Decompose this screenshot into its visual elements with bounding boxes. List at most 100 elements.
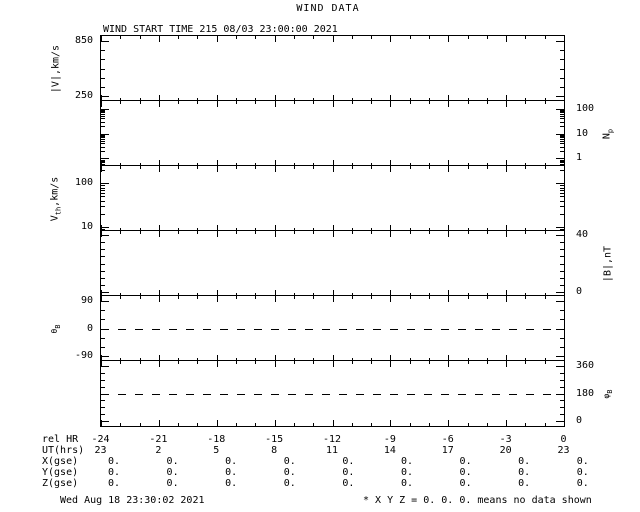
- x-tick: [467, 231, 469, 234]
- x-tick: [409, 101, 411, 104]
- x-tick: [120, 423, 122, 426]
- x-tick: [332, 225, 334, 231]
- x-tick: [332, 166, 334, 172]
- table-cell: 0.: [283, 467, 296, 478]
- x-tick: [255, 358, 257, 361]
- x-tick: [332, 420, 334, 426]
- x-tick: [120, 98, 122, 101]
- x-tick: [101, 95, 102, 101]
- x-tick: [178, 231, 180, 234]
- x-tick: [409, 358, 411, 361]
- x-tick: [351, 358, 353, 361]
- table-cell: 0.: [576, 478, 589, 489]
- x-tick: [506, 95, 508, 101]
- x-tick: [216, 420, 218, 426]
- x-tick: [101, 160, 102, 166]
- y-tick-label: 360: [576, 359, 595, 371]
- y-tick: [560, 68, 564, 70]
- x-tick: [255, 98, 257, 101]
- table-cell: -3: [499, 434, 512, 445]
- x-tick: [448, 296, 450, 302]
- x-tick: [506, 160, 508, 166]
- y-tick: [101, 108, 109, 110]
- x-tick: [216, 36, 218, 42]
- x-tick: [255, 166, 257, 169]
- x-tick: [313, 423, 315, 426]
- x-tick: [120, 166, 122, 169]
- table-cell: 5: [213, 445, 220, 456]
- x-tick: [564, 296, 565, 302]
- table-cell: -24: [91, 434, 110, 445]
- x-tick: [544, 163, 546, 166]
- x-tick: [564, 160, 565, 166]
- axis-label-phi-b: φB: [602, 388, 614, 399]
- y-tick: [560, 162, 564, 164]
- y-tick: [101, 414, 105, 416]
- x-tick: [467, 163, 469, 166]
- page-title: WIND DATA: [296, 3, 360, 14]
- x-tick: [448, 361, 450, 367]
- x-tick: [313, 231, 315, 234]
- y-tick: [560, 185, 564, 187]
- y-tick: [101, 112, 105, 114]
- y-tick: [560, 400, 564, 402]
- y-tick: [101, 77, 105, 79]
- x-tick: [178, 163, 180, 166]
- x-tick: [236, 293, 238, 296]
- x-tick: [486, 36, 488, 39]
- y-tick: [101, 242, 105, 244]
- y-tick: [101, 400, 105, 402]
- y-tick: [101, 150, 105, 152]
- x-tick: [255, 296, 257, 299]
- x-tick: [486, 101, 488, 104]
- x-tick: [293, 101, 295, 104]
- x-tick: [332, 231, 334, 237]
- x-tick: [371, 423, 373, 426]
- x-tick: [274, 361, 276, 367]
- y-tick: [560, 110, 564, 112]
- x-tick: [255, 228, 257, 231]
- x-tick: [139, 358, 141, 361]
- x-tick: [274, 36, 276, 42]
- y-tick: [101, 206, 105, 208]
- x-tick: [139, 101, 141, 104]
- x-tick: [274, 420, 276, 426]
- x-tick: [351, 36, 353, 39]
- axis-label-theta-b: θB: [50, 323, 62, 334]
- table-cell: 0.: [518, 467, 531, 478]
- table-cell: 0.: [225, 467, 238, 478]
- x-tick: [467, 98, 469, 101]
- x-tick: [139, 228, 141, 231]
- y-tick: [560, 112, 564, 114]
- table-row-label: Z(gse): [42, 478, 79, 489]
- x-tick: [293, 423, 295, 426]
- x-tick: [236, 296, 238, 299]
- x-tick: [467, 423, 469, 426]
- x-tick: [313, 296, 315, 299]
- y-tick-label: 100: [576, 102, 595, 114]
- y-tick: [560, 77, 564, 79]
- y-tick: [101, 40, 109, 42]
- x-tick: [428, 101, 430, 104]
- table-row-label: X(gse): [42, 456, 79, 467]
- x-tick: [390, 361, 392, 367]
- x-tick: [428, 36, 430, 39]
- table-cell: 0.: [459, 456, 472, 467]
- y-tick: [101, 164, 105, 166]
- x-tick: [274, 296, 276, 302]
- y-tick: [101, 249, 105, 251]
- y-tick: [101, 185, 105, 187]
- x-tick: [351, 101, 353, 104]
- x-tick: [409, 163, 411, 166]
- x-tick: [525, 166, 527, 169]
- table-cell: 2: [155, 445, 162, 456]
- y-tick: [101, 109, 105, 111]
- y-tick: [101, 284, 105, 286]
- x-tick: [197, 423, 199, 426]
- x-tick: [274, 231, 276, 237]
- y-tick: [560, 386, 564, 388]
- x-tick: [178, 296, 180, 299]
- x-tick: [448, 355, 450, 361]
- x-tick: [236, 36, 238, 39]
- x-tick: [428, 98, 430, 101]
